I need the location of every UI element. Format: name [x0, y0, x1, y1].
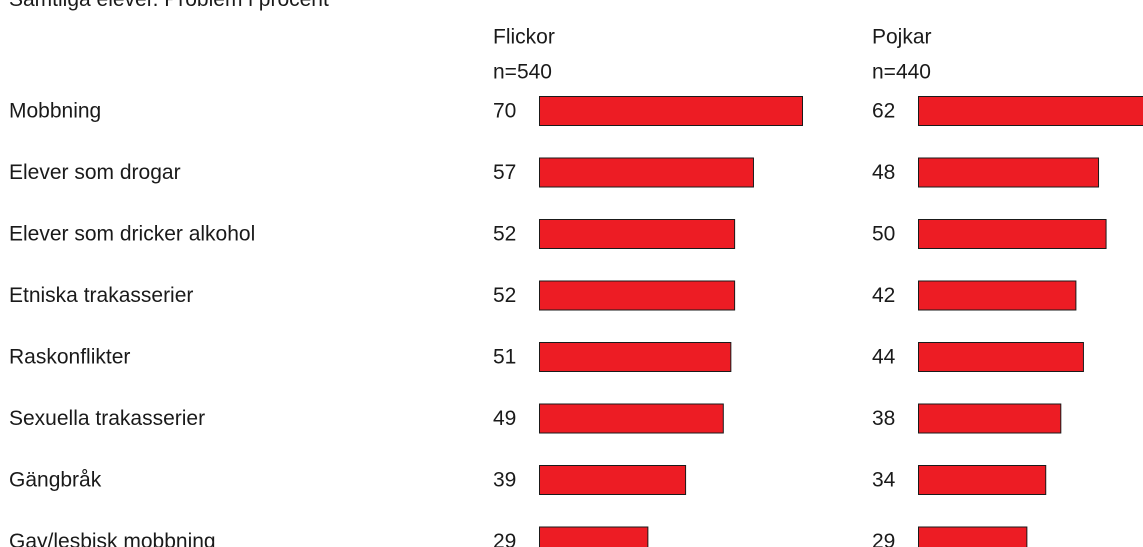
chart-row: Elever som drogar 57 48: [9, 157, 1100, 188]
chart-row: Mobbning 70 62: [9, 96, 1143, 126]
series-subtitle: n=440: [872, 61, 931, 84]
category-label: Elever som drogar: [9, 161, 181, 184]
bar: [918, 342, 1084, 372]
data-label: 44: [872, 346, 896, 369]
bar: [539, 280, 736, 311]
data-label: 39: [493, 469, 516, 492]
chart-row: Gay/lesbisk mobbning 29 29: [9, 526, 1028, 547]
data-label: 62: [872, 100, 895, 123]
data-label: 34: [872, 469, 896, 492]
data-label: 38: [872, 407, 895, 430]
category-label: Elever som dricker alkohol: [9, 223, 255, 246]
chart-row: Raskonflikter 51 44: [9, 342, 1084, 372]
series-headers: Flickor n=540 Pojkar n=440: [493, 26, 932, 84]
category-label: Raskonflikter: [9, 346, 130, 369]
chart-row: Gängbråk 39 34: [9, 465, 1047, 495]
category-label: Sexuella trakasserier: [9, 407, 205, 430]
bar: [918, 526, 1028, 547]
data-label: 50: [872, 223, 895, 246]
data-label: 48: [872, 161, 895, 184]
bar: [539, 157, 754, 188]
series-name: Flickor: [493, 26, 555, 49]
series-subtitle: n=540: [493, 61, 552, 84]
data-label: 52: [493, 223, 516, 246]
data-label: 57: [493, 161, 516, 184]
bar: [539, 526, 649, 547]
bar: [918, 219, 1107, 249]
bar: [918, 280, 1077, 311]
category-label: Gängbråk: [9, 469, 102, 492]
series-name: Pojkar: [872, 26, 932, 49]
bar: [539, 96, 803, 126]
bar: [918, 96, 1143, 126]
bar: [539, 342, 732, 372]
data-label: 51: [493, 346, 516, 369]
data-label: 70: [493, 100, 516, 123]
chart-row: Sexuella trakasserier 49 38: [9, 403, 1062, 434]
bar: [539, 219, 736, 249]
data-label: 52: [493, 284, 516, 307]
bar: [539, 465, 687, 495]
category-label: Etniska trakasserier: [9, 284, 193, 307]
data-label: 29: [872, 530, 895, 547]
chart-row: Elever som dricker alkohol 52 50: [9, 219, 1107, 249]
data-label: 49: [493, 407, 516, 430]
bar: [539, 403, 724, 434]
bar: [918, 157, 1100, 188]
category-label: Gay/lesbisk mobbning: [9, 530, 216, 547]
data-label: 42: [872, 284, 895, 307]
category-label: Mobbning: [9, 100, 101, 123]
bar: [918, 403, 1062, 434]
chart-row: Etniska trakasserier 52 42: [9, 280, 1077, 311]
chart-title: Samtliga elever. Problem i procent: [9, 0, 329, 11]
bar: [918, 465, 1047, 495]
data-label: 29: [493, 530, 516, 547]
